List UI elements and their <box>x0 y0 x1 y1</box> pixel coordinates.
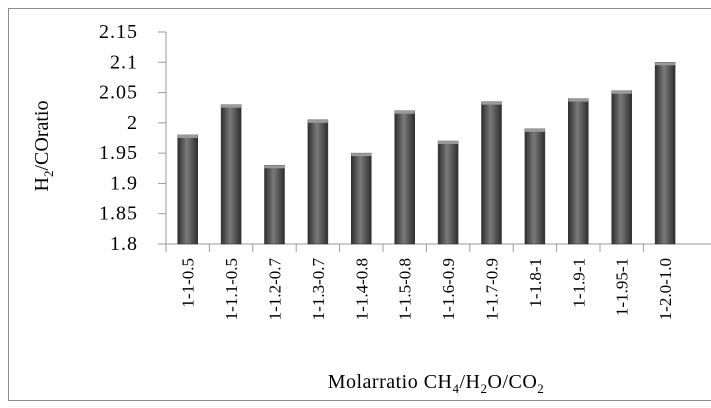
bar-1-1.2-0.7 <box>265 165 285 244</box>
bar-cap <box>395 111 415 114</box>
x-axis-title: Molarratio CH4/H2O/CO2 <box>328 371 545 396</box>
y-tick-label: 1.8 <box>110 233 138 255</box>
x-tick-label: 1-1.7-0.9 <box>483 258 502 320</box>
bar-1-1-0.5 <box>178 135 198 244</box>
bar-1-1.1-0.5 <box>221 105 241 244</box>
bar-1-2.0-1.0 <box>655 62 675 244</box>
bar-cap <box>612 91 632 94</box>
x-tick-label: 1-1.3-0.7 <box>309 258 328 321</box>
y-tick-label: 1.9 <box>110 172 138 194</box>
y-tick-label: 1.95 <box>99 142 138 164</box>
bar-cap <box>351 153 371 156</box>
x-tick-label: 1-1.2-0.7 <box>266 258 285 321</box>
y-tick-label: 2 <box>127 112 138 134</box>
x-tick-label: 1-2.0-1.0 <box>656 258 675 320</box>
x-tick-label: 1-1.1-0.5 <box>222 258 241 320</box>
bar-cap <box>221 105 241 108</box>
bar-cap <box>265 165 285 168</box>
bar-1-1.3-0.7 <box>308 120 328 244</box>
y-tick-label: 1.85 <box>99 203 138 225</box>
x-tick-label: 1-1.95-1 <box>613 258 632 316</box>
bar-1-1.8-1 <box>525 129 545 244</box>
bar-1-1.6-0.9 <box>438 141 458 244</box>
bar-1-1.5-0.8 <box>395 111 415 244</box>
bar-1-1.95-1 <box>612 91 632 244</box>
bar-1-1.7-0.9 <box>482 102 502 244</box>
y-axis-title: H2/COratio <box>31 101 56 192</box>
bar-cap <box>308 120 328 123</box>
y-tick-label: 2.05 <box>99 82 138 104</box>
bar-1-1.4-0.8 <box>351 153 371 244</box>
x-tick-label: 1-1-0.5 <box>179 258 198 308</box>
bar-cap <box>525 129 545 132</box>
bar-cap <box>568 99 588 102</box>
x-tick-label: 1-1.8-1 <box>526 258 545 308</box>
x-tick-label: 1-1.4-0.8 <box>352 258 371 320</box>
y-tick-label: 2.1 <box>110 51 138 73</box>
bar-cap <box>438 141 458 144</box>
bar-cap <box>655 62 675 65</box>
x-tick-label: 1-1.9-1 <box>569 258 588 308</box>
bar-cap <box>482 102 502 105</box>
bar-cap <box>178 135 198 138</box>
y-tick-label: 2.15 <box>99 21 138 43</box>
x-tick-label: 1-1.5-0.8 <box>396 258 415 320</box>
x-tick-label: 1-1.6-0.9 <box>439 258 458 320</box>
bar-1-1.9-1 <box>568 99 588 244</box>
